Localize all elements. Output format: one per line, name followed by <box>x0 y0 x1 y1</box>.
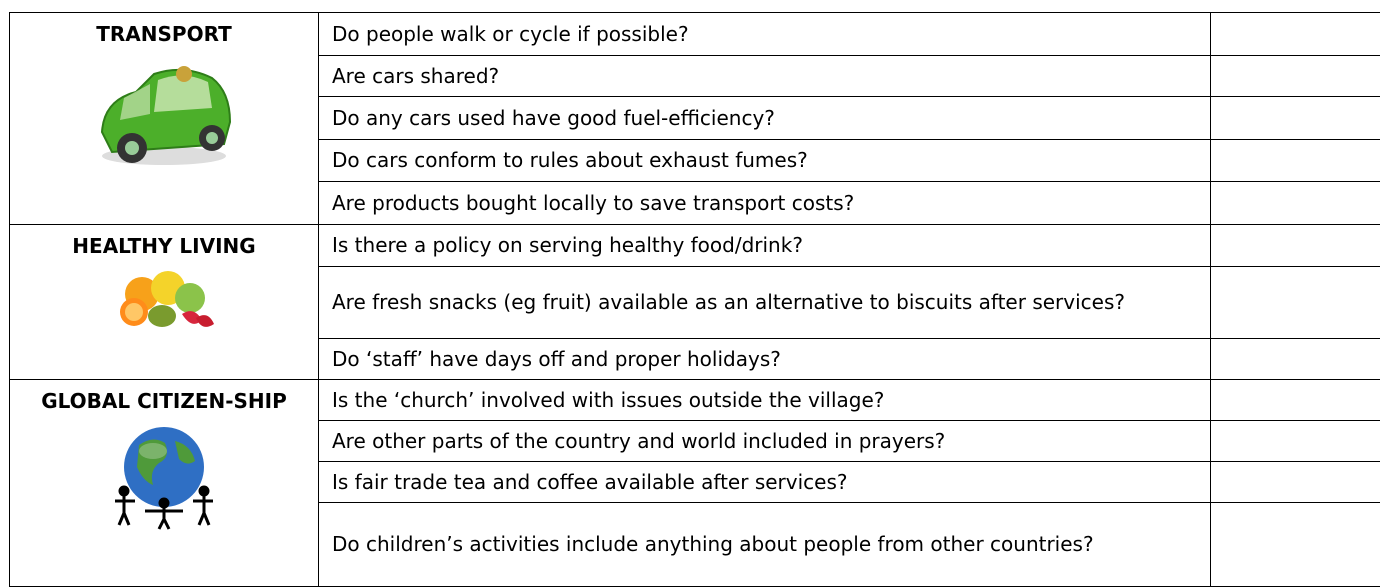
question-cell: Are other parts of the country and world… <box>319 421 1211 462</box>
question-cell: Is the ‘church’ involved with issues out… <box>319 380 1211 421</box>
answer-cell <box>1211 339 1380 380</box>
question-cell: Are fresh snacks (eg fruit) available as… <box>319 267 1211 339</box>
question-cell: Is there a policy on serving healthy foo… <box>319 225 1211 267</box>
question-cell: Do people walk or cycle if possible? <box>319 13 1211 56</box>
section-title: HEALTHY LIVING <box>10 225 318 260</box>
question-cell: Are cars shared? <box>319 56 1211 97</box>
answer-cell <box>1211 380 1380 421</box>
section-title: TRANSPORT <box>10 13 318 48</box>
question-cell: Is fair trade tea and coffee available a… <box>319 462 1211 503</box>
question-cell: Do ‘staff’ have days off and proper holi… <box>319 339 1211 380</box>
car-icon <box>84 52 244 172</box>
section-cell: HEALTHY LIVING <box>10 225 319 380</box>
section-cell: GLOBAL CITIZEN-SHIP <box>10 380 319 587</box>
answer-cell <box>1211 267 1380 339</box>
answer-cell <box>1211 56 1380 97</box>
answer-cell <box>1211 140 1380 182</box>
question-cell: Do cars conform to rules about exhaust f… <box>319 140 1211 182</box>
answer-cell <box>1211 421 1380 462</box>
section-cell: TRANSPORT <box>10 13 319 225</box>
section-title: GLOBAL CITIZEN-SHIP <box>10 380 318 415</box>
fruit-icon <box>104 264 224 334</box>
answer-cell <box>1211 182 1380 225</box>
page: {"table": {"sections": [ {"title": "TRAN… <box>0 0 1380 586</box>
question-cell: Are products bought locally to save tran… <box>319 182 1211 225</box>
answer-cell <box>1211 225 1380 267</box>
question-cell: Do children’s activities include anythin… <box>319 503 1211 587</box>
answer-cell <box>1211 13 1380 56</box>
answer-cell <box>1211 462 1380 503</box>
question-cell: Do any cars used have good fuel-efficien… <box>319 97 1211 140</box>
globe-icon <box>109 419 219 531</box>
answer-cell <box>1211 503 1380 587</box>
answer-cell <box>1211 97 1380 140</box>
